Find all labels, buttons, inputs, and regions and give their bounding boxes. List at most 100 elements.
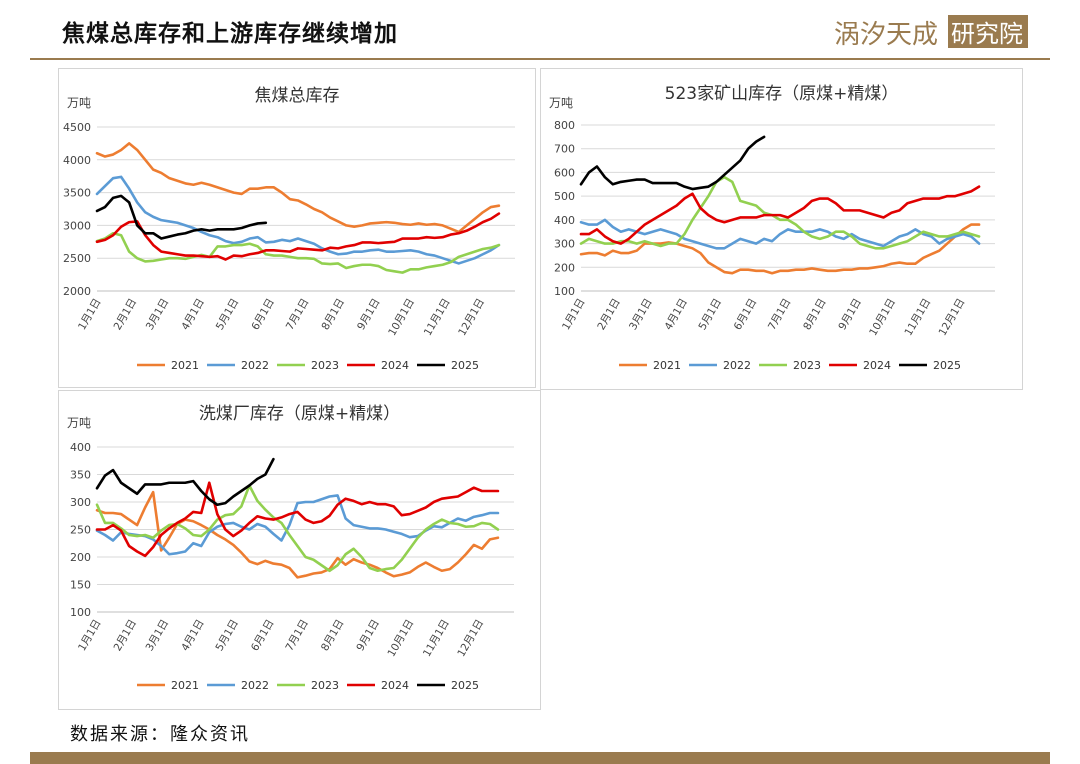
legend-label-2024: 2024 (381, 359, 409, 372)
x-tick-label: 8月1日 (801, 297, 829, 333)
y-tick-label: 3500 (63, 187, 91, 200)
x-tick-label: 4月1日 (179, 618, 207, 654)
x-tick-label: 5月1日 (213, 618, 241, 654)
x-tick-label: 1月1日 (560, 297, 588, 333)
y-tick-label: 100 (554, 285, 575, 298)
y-tick-label: 700 (554, 143, 575, 156)
x-tick-label: 1月1日 (76, 618, 104, 654)
series-line-2021 (95, 142, 501, 234)
series-line-2025 (95, 194, 268, 240)
y-tick-label: 500 (554, 190, 575, 203)
footer-bar (30, 752, 1050, 764)
series-line-2023 (579, 175, 981, 250)
x-tick-label: 11月1日 (422, 297, 453, 339)
legend-label-2025: 2025 (933, 359, 961, 372)
brand-logo: 涡汐天成 研究院 (834, 15, 1028, 50)
header-divider (30, 58, 1050, 60)
chart-title: 523家矿山库存（原煤+精煤） (665, 84, 899, 104)
series-line-2023 (95, 231, 501, 274)
legend-label-2021: 2021 (171, 359, 199, 372)
chart-panel-washing: 洗煤厂库存（原煤+精煤） 万吨 100 150 200 250 300 350 400 1月1日 2… (58, 390, 541, 710)
y-tick-label: 3000 (63, 219, 91, 232)
legend-label-2024: 2024 (863, 359, 891, 372)
x-tick-label: 10月1日 (386, 297, 417, 339)
x-tick-label: 7月1日 (766, 297, 794, 333)
x-tick-label: 6月1日 (249, 297, 277, 333)
x-tick-label: 9月1日 (354, 618, 382, 654)
y-tick-label: 600 (554, 166, 575, 179)
y-tick-label: 350 (70, 469, 91, 482)
series-line-2024 (579, 185, 981, 245)
x-tick-label: 4月1日 (179, 297, 207, 333)
legend-label-2022: 2022 (241, 359, 269, 372)
y-tick-label: 4000 (63, 154, 91, 167)
legend-label-2021: 2021 (653, 359, 681, 372)
x-tick-label: 10月1日 (867, 297, 898, 339)
chart-title: 焦煤总库存 (255, 86, 340, 106)
legend-label-2023: 2023 (311, 679, 339, 692)
x-tick-label: 2月1日 (112, 618, 140, 654)
series-line-2023 (95, 484, 500, 573)
x-tick-label: 3月1日 (144, 297, 172, 333)
x-tick-label: 12月1日 (937, 297, 968, 339)
y-tick-label: 300 (70, 496, 91, 509)
logo-stamp (948, 15, 1028, 48)
x-tick-label: 4月1日 (662, 297, 690, 333)
x-tick-label: 12月1日 (455, 618, 486, 660)
series-line-2022 (95, 175, 501, 265)
x-tick-label: 9月1日 (355, 297, 383, 333)
page-title: 焦煤总库存和上游库存继续增加 (62, 20, 398, 47)
x-tick-label: 3月1日 (144, 618, 172, 654)
x-tick-label: 9月1日 (836, 297, 864, 333)
x-tick-label: 8月1日 (320, 297, 348, 333)
y-tick-label: 400 (70, 441, 91, 454)
chart-title: 洗煤厂库存（原煤+精煤） (199, 404, 400, 424)
chart-washing-plant-inventory: 洗煤厂库存（原煤+精煤） 万吨 100 150 200 250 300 350 400 1月1日 2… (67, 404, 514, 692)
logo-text-right: 研究院 (951, 20, 1023, 48)
y-tick-label: 150 (70, 579, 91, 592)
series-line-2024 (95, 212, 501, 261)
y-tick-label: 300 (554, 238, 575, 251)
chart-panel-mines: 523家矿山库存（原煤+精煤） 万吨 100 200 300 400 500 600 700 80… (540, 68, 1023, 390)
legend-label-2024: 2024 (381, 679, 409, 692)
x-tick-label: 6月1日 (732, 297, 760, 333)
legend-label-2021: 2021 (171, 679, 199, 692)
chart-panel-total: 焦煤总库存 万吨 2000 2500 3000 3500 4000 4500 1月1日 2月1日 3… (58, 68, 536, 388)
series-line-2024 (95, 481, 500, 558)
legend-label-2025: 2025 (451, 359, 479, 372)
x-tick-label: 3月1日 (627, 297, 655, 333)
y-tick-label: 100 (70, 606, 91, 619)
y-axis-unit: 万吨 (67, 416, 91, 430)
x-tick-label: 5月1日 (696, 297, 724, 333)
legend-label-2023: 2023 (793, 359, 821, 372)
x-tick-label: 2月1日 (595, 297, 623, 333)
y-tick-label: 2000 (63, 285, 91, 298)
x-tick-label: 10月1日 (385, 618, 416, 660)
logo-text-left: 涡汐天成 (834, 20, 938, 50)
y-tick-label: 250 (70, 524, 91, 537)
series-line-2025 (579, 135, 766, 191)
x-tick-label: 5月1日 (214, 297, 242, 333)
data-source: 数据来源：隆众资讯 (70, 724, 250, 745)
x-tick-label: 11月1日 (421, 618, 452, 660)
y-tick-label: 2500 (63, 252, 91, 265)
y-tick-label: 200 (554, 261, 575, 274)
x-tick-label: 1月1日 (76, 297, 104, 333)
y-tick-label: 400 (554, 214, 575, 227)
x-tick-label: 7月1日 (283, 618, 311, 654)
y-tick-label: 200 (70, 551, 91, 564)
legend-label-2022: 2022 (241, 679, 269, 692)
legend-label-2025: 2025 (451, 679, 479, 692)
y-tick-label: 800 (554, 119, 575, 132)
y-axis-unit: 万吨 (67, 96, 91, 110)
series-line-2022 (579, 218, 981, 250)
x-tick-label: 12月1日 (456, 297, 487, 339)
legend-label-2022: 2022 (723, 359, 751, 372)
legend-label-2023: 2023 (311, 359, 339, 372)
y-axis-unit: 万吨 (549, 96, 573, 110)
series-line-2021 (579, 223, 981, 275)
x-tick-label: 6月1日 (249, 618, 277, 654)
x-tick-label: 7月1日 (284, 297, 312, 333)
y-tick-label: 4500 (63, 121, 91, 134)
